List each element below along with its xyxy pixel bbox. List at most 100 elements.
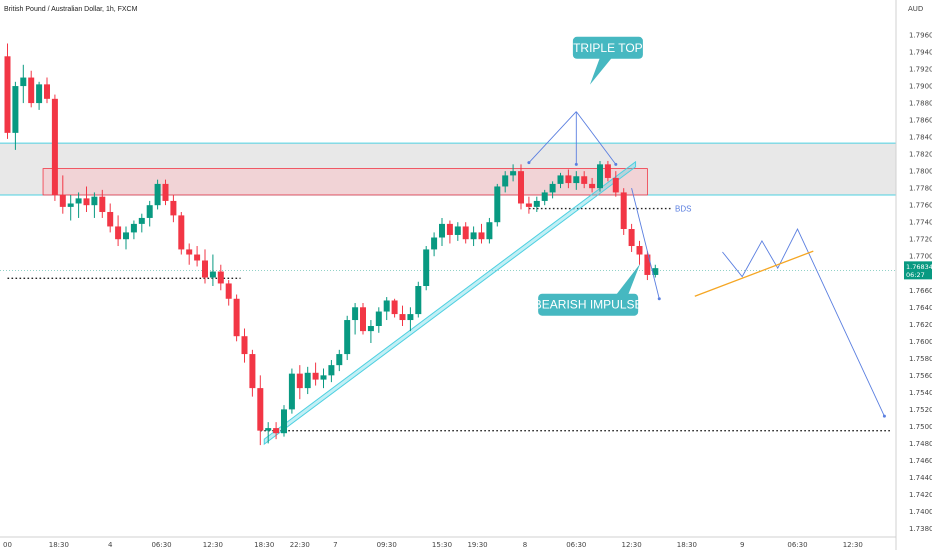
x-tick-label: 7 [333,541,337,549]
chart-title: British Pound / Australian Dollar, 1h, F… [4,6,138,13]
bearish-impulse-arrow [631,188,660,299]
candle-body [12,86,19,133]
x-tick-label: 18:30 [677,541,697,549]
candles-layer [4,43,659,446]
candle-body [233,298,240,337]
candle-body [202,260,208,278]
candle-body [644,254,651,275]
candle-body [59,194,66,207]
y-tick-label: 1.78000 [909,168,932,176]
triple-top-callout: TRIPLE TOP [572,36,643,85]
candle-body [541,192,548,201]
x-tick-label: 09:30 [377,541,397,549]
y-tick-label: 1.79000 [909,83,932,91]
candle-body [154,183,161,206]
candle-body [91,196,98,206]
candle-body [146,205,153,218]
x-tick-label: 18:30 [254,541,274,549]
y-tick-label: 1.78600 [909,117,932,125]
candle-body [241,336,248,355]
y-tick-label: 1.76400 [909,304,932,312]
candle-body [115,226,122,240]
x-tick-label: 22:30 [290,541,310,549]
candle-body [83,198,90,206]
y-tick-label: 1.79400 [909,49,932,57]
x-tick-label: 9 [740,541,744,549]
candle-body [407,314,414,321]
x-tick-label: 18:30 [49,541,69,549]
candle-body [439,223,445,238]
x-tick-label: 06:30 [787,541,807,549]
y-tick-label: 1.79200 [909,66,932,74]
candle-body [75,198,82,204]
candle-body [399,314,406,321]
triple-top-callout-pointer [589,57,612,85]
candle-body [620,192,627,230]
candle-body [470,232,477,240]
bearish-impulse-arrowhead [657,297,661,301]
candle-body [265,428,272,431]
candle-body [257,388,264,431]
y-tick-label: 1.74200 [909,491,932,499]
triple-top-arrowhead-1 [574,162,578,166]
triple-top-callout-box [572,36,643,59]
y-tick-label: 1.74000 [909,508,932,516]
y-tick-label: 1.75200 [909,406,932,414]
triple-top-arrow-0 [528,111,577,163]
candle-body [312,372,319,380]
candle-body [486,222,493,240]
candle-body [4,56,11,133]
candle-body [612,177,619,193]
y-tick-label: 1.77200 [909,236,932,244]
candle-body [99,196,106,212]
candle-body [604,164,611,178]
channel-layer [263,160,637,446]
projection-arrowhead [882,414,886,418]
current-price-tag [904,261,932,280]
y-tick-label: 1.77000 [909,253,932,261]
bearish-impulse-callout-text: BEARISH IMPULSE [534,298,643,312]
candle-body [367,325,374,332]
candle-body [502,175,509,187]
candle-body [225,283,232,299]
y-tick-label: 1.75000 [909,423,932,431]
candle-body [178,215,185,250]
triple-top-arrowhead-2 [614,162,618,166]
candle-body [20,77,27,87]
candle-body [375,311,382,326]
y-tick-label: 1.78800 [909,100,932,108]
x-tick-label: 4 [108,541,113,549]
y-tick-label: 1.75400 [909,389,932,397]
candle-body [391,300,398,315]
x-tick-label: 12:30 [622,541,642,549]
candle-body [186,249,193,255]
supply-box [42,168,648,196]
candle-body [67,203,74,207]
candle-body [581,176,588,184]
triple-top-arrow-2 [575,111,617,165]
candle-body [320,375,327,380]
candle-body [597,164,603,189]
y-tick-label: 1.78400 [909,134,932,142]
candle-body [446,223,453,235]
candle-body [123,232,129,240]
candle-body [194,254,201,261]
candle-body [636,246,643,255]
candle-body [494,186,501,223]
candle-body [462,226,469,240]
y-tick-label: 1.77600 [909,202,932,210]
candle-body [344,320,351,355]
bearish-impulse-callout-pointer [616,263,641,295]
annotations-layer: TRIPLE TOP BEARISH IMPULSE BDS [527,36,886,418]
candle-body [107,211,114,227]
candle-body [423,249,430,287]
y-tick-label: 1.79600 [909,32,932,40]
candle-body [162,183,169,201]
x-tick-label: 06:30 [566,541,586,549]
x-tick-label: 19:30 [467,541,487,549]
candle-body [138,217,145,224]
y-tick-label: 1.74600 [909,457,932,465]
